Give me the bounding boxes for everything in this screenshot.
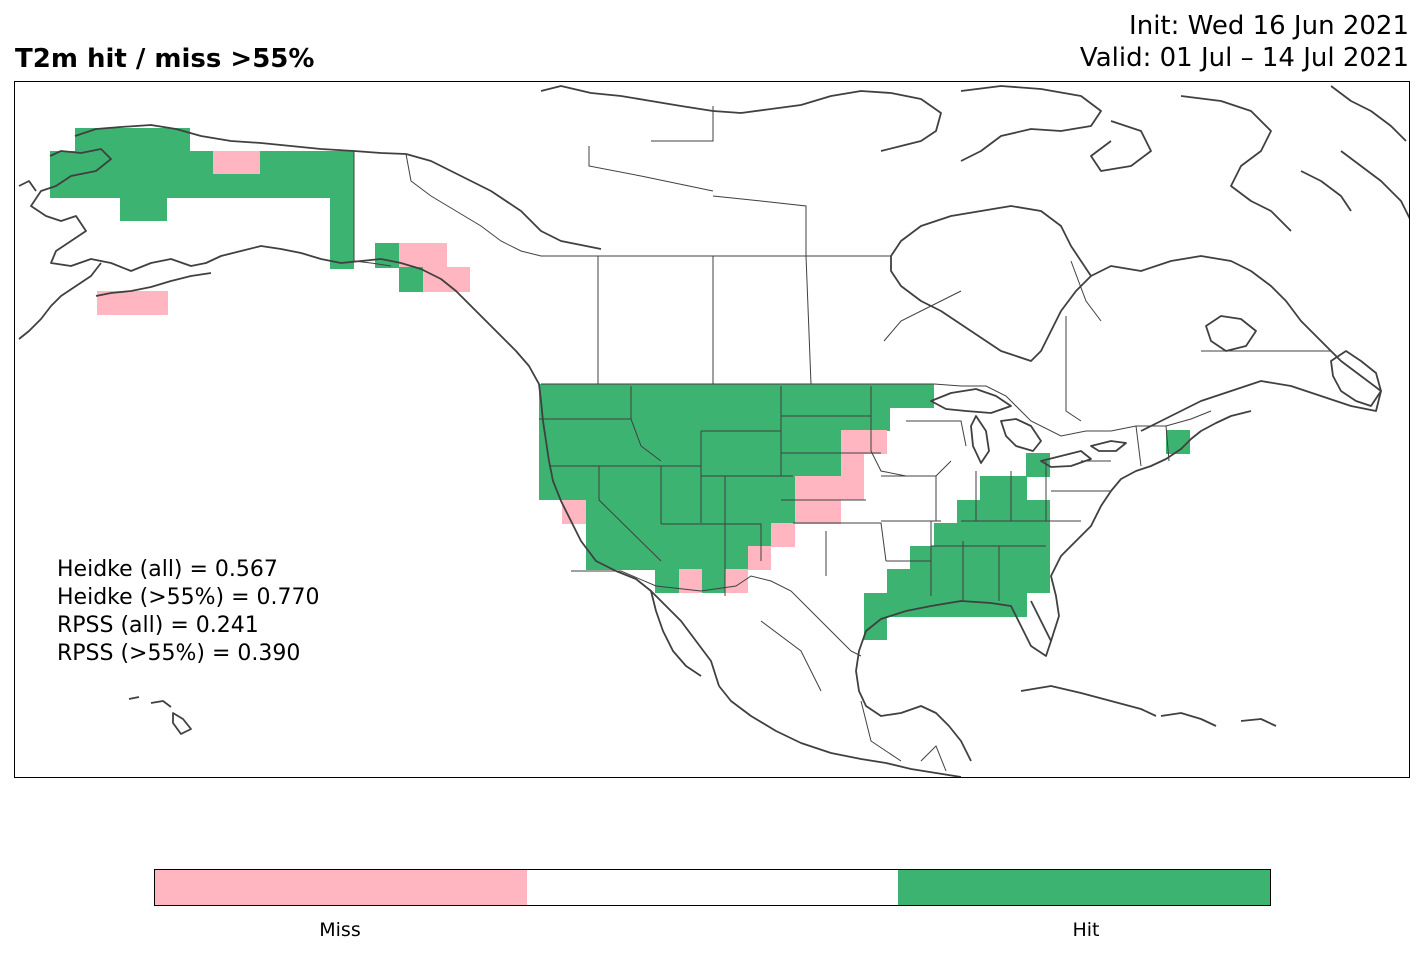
legend-hit-label: Hit <box>1072 919 1100 941</box>
grid-cell-hit <box>50 174 354 198</box>
grid-cell-miss <box>795 500 841 524</box>
grid-cell-miss <box>423 267 470 292</box>
forecast-grid <box>50 128 1190 640</box>
grid-cell-hit <box>586 523 771 547</box>
legend-neutral-swatch <box>526 870 899 905</box>
grid-cell-hit <box>50 151 213 175</box>
borders <box>353 106 1331 772</box>
grid-cell-hit <box>399 267 423 292</box>
grid-cell-miss <box>748 546 771 570</box>
grid-cell-hit <box>539 384 934 408</box>
grid-cell-hit <box>957 500 1050 524</box>
grid-cell-hit <box>260 151 354 175</box>
map-title: T2m hit / miss >55% <box>15 44 315 74</box>
init-date: Init: Wed 16 Jun 2021 <box>1129 11 1409 41</box>
grid-cell-hit <box>539 430 841 454</box>
valid-range: Valid: 01 Jul – 14 Jul 2021 <box>1079 43 1409 73</box>
grid-cell-hit <box>702 569 725 593</box>
map-svg <box>18 85 1409 777</box>
grid-cell-miss <box>399 243 447 268</box>
grid-cell-hit <box>934 523 1050 547</box>
grid-cell-hit <box>910 546 1050 570</box>
grid-cell-miss <box>725 569 748 593</box>
legend-miss-label: Miss <box>319 919 361 941</box>
grid-cell-miss <box>841 453 864 477</box>
grid-cell-miss <box>771 523 795 547</box>
score-heidke-55: Heidke (>55%) = 0.770 <box>57 585 320 610</box>
grid-cell-hit <box>887 569 1050 593</box>
grid-cell-hit <box>655 569 679 593</box>
legend-colorbar <box>154 869 1271 906</box>
score-rpss-55: RPSS (>55%) = 0.390 <box>57 641 301 666</box>
map-panel <box>14 81 1410 778</box>
grid-cell-hit <box>120 197 167 221</box>
grid-cell-hit <box>75 128 190 152</box>
grid-cell-miss <box>795 476 864 500</box>
coastlines <box>18 85 1409 777</box>
grid-cell-hit <box>539 476 795 500</box>
skill-scores: Heidke (all) = 0.567 Heidke (>55%) = 0.7… <box>57 556 320 668</box>
grid-cell-miss <box>97 291 168 315</box>
grid-cell-hit <box>864 616 887 640</box>
grid-cell-miss <box>841 430 887 454</box>
grid-cell-hit <box>980 476 1027 500</box>
legend-miss-swatch <box>155 870 527 905</box>
grid-cell-hit <box>539 453 841 477</box>
date-info: Init: Wed 16 Jun 2021 Valid: 01 Jul – 14… <box>1080 10 1409 74</box>
grid-cell-hit <box>586 500 795 524</box>
grid-cell-miss <box>679 569 702 593</box>
grid-cell-hit <box>586 546 748 570</box>
score-heidke-all: Heidke (all) = 0.567 <box>57 557 278 582</box>
score-rpss-all: RPSS (all) = 0.241 <box>57 613 259 638</box>
grid-cell-hit <box>330 197 354 269</box>
grid-cell-miss <box>213 151 260 175</box>
legend-hit-swatch <box>898 870 1271 905</box>
